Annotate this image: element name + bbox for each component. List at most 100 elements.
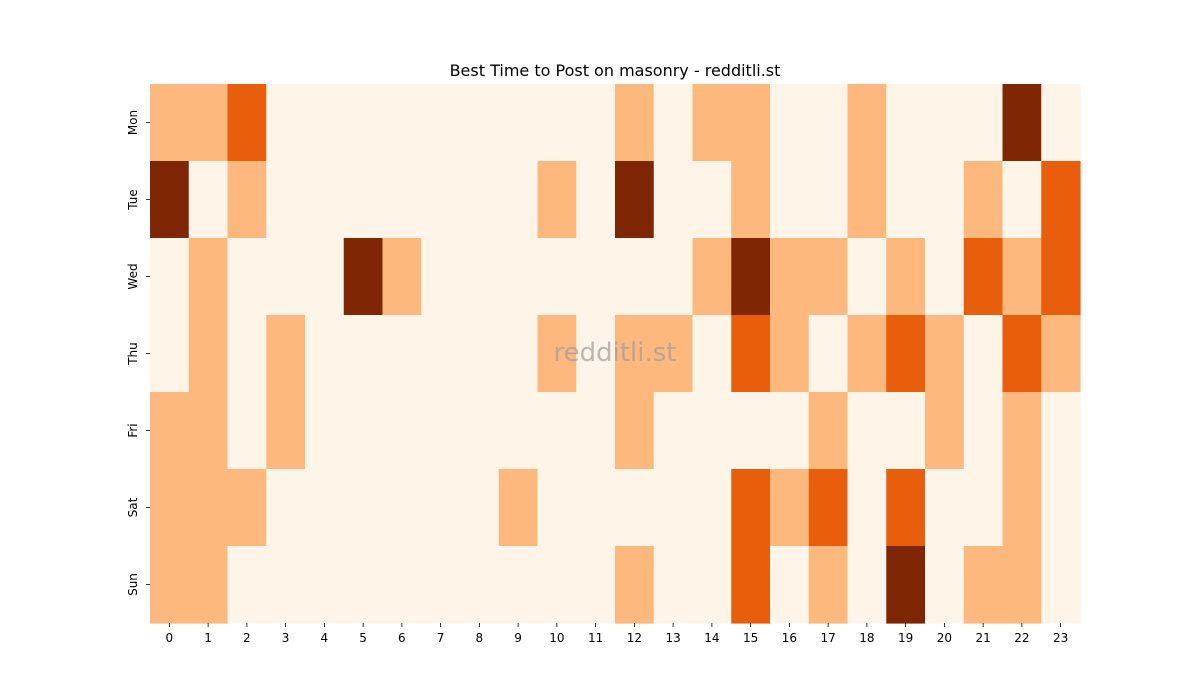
heatmap-cell-wed-1 xyxy=(188,238,229,316)
heatmap-cell-tue-1 xyxy=(188,161,229,239)
heatmap-cell-tue-13 xyxy=(653,161,694,239)
heatmap-cell-thu-5 xyxy=(343,315,384,393)
y-tick-label: Mon xyxy=(126,110,140,135)
heatmap-cell-fri-14 xyxy=(692,392,732,470)
heatmap-cell-thu-0 xyxy=(150,315,190,393)
heatmap-cell-wed-20 xyxy=(925,238,965,316)
heatmap-cell-fri-9 xyxy=(498,392,539,470)
heatmap-cell-thu-20 xyxy=(925,315,965,393)
x-tick-label: 5 xyxy=(359,631,367,645)
heatmap-cell-mon-2 xyxy=(227,84,267,162)
heatmap-cell-wed-21 xyxy=(963,238,1004,316)
x-tick-label: 12 xyxy=(627,631,642,645)
heatmap-cell-mon-6 xyxy=(382,84,422,162)
heatmap-cell-mon-3 xyxy=(266,84,306,162)
heatmap-cell-wed-8 xyxy=(460,238,500,316)
heatmap-cell-sun-12 xyxy=(615,546,655,624)
heatmap-cell-sun-5 xyxy=(343,546,384,624)
heatmap-cell-sat-5 xyxy=(343,469,384,547)
heatmap-cell-wed-2 xyxy=(227,238,267,316)
heatmap-cell-thu-18 xyxy=(847,315,887,393)
heatmap-cell-wed-0 xyxy=(150,238,190,316)
heatmap-cell-wed-3 xyxy=(266,238,306,316)
heatmap-cell-sun-20 xyxy=(925,546,965,624)
heatmap-cell-thu-12 xyxy=(615,315,655,393)
heatmap-cell-tue-10 xyxy=(537,161,577,239)
heatmap-cell-mon-20 xyxy=(925,84,965,162)
heatmap-cell-thu-16 xyxy=(770,315,810,393)
heatmap-cell-tue-8 xyxy=(460,161,500,239)
heatmap-cell-tue-21 xyxy=(963,161,1004,239)
heatmap-cell-thu-4 xyxy=(305,315,345,393)
heatmap-cell-sun-15 xyxy=(731,546,771,624)
x-tick-label: 19 xyxy=(898,631,913,645)
heatmap-cell-mon-7 xyxy=(421,84,461,162)
x-tick-label: 7 xyxy=(437,631,445,645)
heatmap-cell-mon-5 xyxy=(343,84,384,162)
x-tick-label: 13 xyxy=(665,631,680,645)
x-tick-label: 8 xyxy=(476,631,484,645)
heatmap-cell-tue-6 xyxy=(382,161,422,239)
heatmap-cell-wed-17 xyxy=(808,238,849,316)
heatmap-cell-sat-19 xyxy=(886,469,926,547)
heatmap-cell-wed-22 xyxy=(1002,238,1042,316)
heatmap-cell-thu-13 xyxy=(653,315,694,393)
heatmap-cell-wed-18 xyxy=(847,238,887,316)
x-tick-label: 16 xyxy=(782,631,797,645)
heatmap-cell-sat-3 xyxy=(266,469,306,547)
heatmap-cell-wed-23 xyxy=(1041,238,1081,316)
heatmap-cell-sat-22 xyxy=(1002,469,1042,547)
heatmap-cell-sun-14 xyxy=(692,546,732,624)
heatmap-cell-wed-12 xyxy=(615,238,655,316)
heatmap-cell-sun-2 xyxy=(227,546,267,624)
heatmap-cell-wed-4 xyxy=(305,238,345,316)
heatmap-cell-mon-13 xyxy=(653,84,694,162)
heatmap-cell-sat-6 xyxy=(382,469,422,547)
heatmap-cell-wed-15 xyxy=(731,238,771,316)
heatmap-cell-mon-12 xyxy=(615,84,655,162)
heatmap-cell-sat-9 xyxy=(498,469,539,547)
heatmap-cell-sun-9 xyxy=(498,546,539,624)
watermark-text: redditli.st xyxy=(554,338,677,368)
x-tick-label: 6 xyxy=(398,631,406,645)
heatmap-cell-wed-14 xyxy=(692,238,732,316)
heatmap-cell-fri-17 xyxy=(808,392,849,470)
heatmap-cell-tue-22 xyxy=(1002,161,1042,239)
x-tick-label: 2 xyxy=(243,631,251,645)
x-tick-label: 4 xyxy=(321,631,329,645)
heatmap-cell-fri-4 xyxy=(305,392,345,470)
heatmap-cell-tue-7 xyxy=(421,161,461,239)
heatmap-cell-sun-13 xyxy=(653,546,694,624)
heatmap-cell-mon-15 xyxy=(731,84,771,162)
heatmap-cell-fri-1 xyxy=(188,392,229,470)
heatmap-cell-mon-9 xyxy=(498,84,539,162)
heatmap-cell-fri-19 xyxy=(886,392,926,470)
heatmap-cell-mon-19 xyxy=(886,84,926,162)
heatmap-cell-fri-21 xyxy=(963,392,1004,470)
heatmap-cell-thu-3 xyxy=(266,315,306,393)
heatmap-cell-wed-16 xyxy=(770,238,810,316)
heatmap-cell-wed-6 xyxy=(382,238,422,316)
heatmap-cell-sun-10 xyxy=(537,546,577,624)
x-axis-ticks: 0 1 2 3 4 5 6 7 8 9 10 11 12 13 14 15 16 17 18 19 20 21 22 23 xyxy=(166,623,1068,645)
x-tick-label: 23 xyxy=(1053,631,1068,645)
heatmap-cell-mon-17 xyxy=(808,84,849,162)
x-tick-label: 20 xyxy=(937,631,952,645)
x-tick-label: 11 xyxy=(588,631,603,645)
heatmap-cell-wed-10 xyxy=(537,238,577,316)
heatmap-cell-thu-17 xyxy=(808,315,849,393)
heatmap-cell-fri-18 xyxy=(847,392,887,470)
heatmap-cell-fri-16 xyxy=(770,392,810,470)
heatmap-cell-fri-10 xyxy=(537,392,577,470)
heatmap-cell-mon-1 xyxy=(188,84,229,162)
heatmap-cell-thu-10 xyxy=(537,315,577,393)
heatmap-cell-sat-4 xyxy=(305,469,345,547)
heatmap-cell-sat-15 xyxy=(731,469,771,547)
heatmap-cell-tue-12 xyxy=(615,161,655,239)
heatmap-cell-tue-17 xyxy=(808,161,849,239)
heatmap-cell-thu-2 xyxy=(227,315,267,393)
heatmap-cell-sat-16 xyxy=(770,469,810,547)
heatmap-cell-sun-11 xyxy=(576,546,616,624)
heatmap-cell-fri-13 xyxy=(653,392,694,470)
heatmap-cell-thu-6 xyxy=(382,315,422,393)
